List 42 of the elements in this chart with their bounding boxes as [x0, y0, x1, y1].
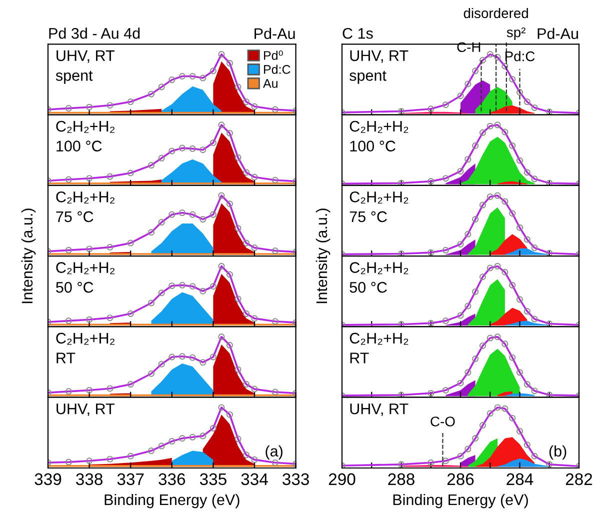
x-axis-title: Binding Energy (eV) [104, 494, 240, 508]
y-axis-title: Intensity (a.u.) [316, 208, 330, 304]
x-axis-title: Binding Energy (eV) [393, 494, 528, 508]
annotation: (b) [549, 445, 566, 460]
annotation: UHV, RT spent [350, 50, 408, 84]
chart-title: C 1s [342, 28, 373, 39]
ref-line-label: C-H [457, 42, 480, 52]
annotation: C₂H₂+H₂ 75 °C [350, 192, 408, 222]
annotation: C₂H₂+H₂ 50 °C [56, 262, 114, 293]
annotation: (a) [266, 445, 282, 460]
text: Pd-Au [254, 28, 295, 40]
annotation: UHV, RT spent [56, 50, 115, 84]
annotation: C₂H₂+H₂ 50 °C [350, 262, 408, 293]
text: Pd-Au [538, 28, 578, 40]
y-axis-title: Intensity (a.u.) [21, 208, 36, 304]
x-tick-label: 284 [506, 473, 534, 486]
annotation: C₂H₂+H₂ RT [350, 332, 408, 364]
chart-title: Pd 3d - Au 4d [49, 28, 140, 39]
annotation: UHV, RT [350, 404, 408, 416]
x-tick-label: 333 [282, 473, 309, 486]
annotation: C₂H₂+H₂ RT [56, 332, 114, 364]
x-tick-label: 337 [117, 473, 144, 486]
ref-line-label: disordered [464, 8, 528, 18]
ref-line-label: C-O [430, 416, 455, 426]
x-tick-label: 339 [34, 473, 62, 486]
x-tick-label: 335 [200, 473, 226, 486]
annotation: UHV, RT [56, 404, 115, 416]
x-tick-label: 288 [388, 473, 414, 486]
x-tick-label: 286 [447, 473, 474, 486]
ref-line-label: sp² [506, 27, 526, 40]
legend-label: Pd⁰ [264, 50, 283, 60]
annotation: C₂H₂+H₂ 100 °C [350, 120, 408, 152]
x-tick-label: 290 [328, 473, 356, 486]
x-tick-label: 338 [76, 473, 102, 486]
x-tick-label: 282 [566, 473, 592, 486]
legend-label: Pd:C [264, 64, 290, 74]
ref-line-label: Pd:C [505, 51, 535, 62]
legend-label: Au [263, 79, 278, 88]
annotation: C₂H₂+H₂ 75 °C [56, 192, 114, 222]
annotation: C₂H₂+H₂ 100 °C [56, 120, 114, 152]
x-tick-label: 336 [158, 473, 186, 486]
x-tick-label: 334 [241, 473, 268, 486]
